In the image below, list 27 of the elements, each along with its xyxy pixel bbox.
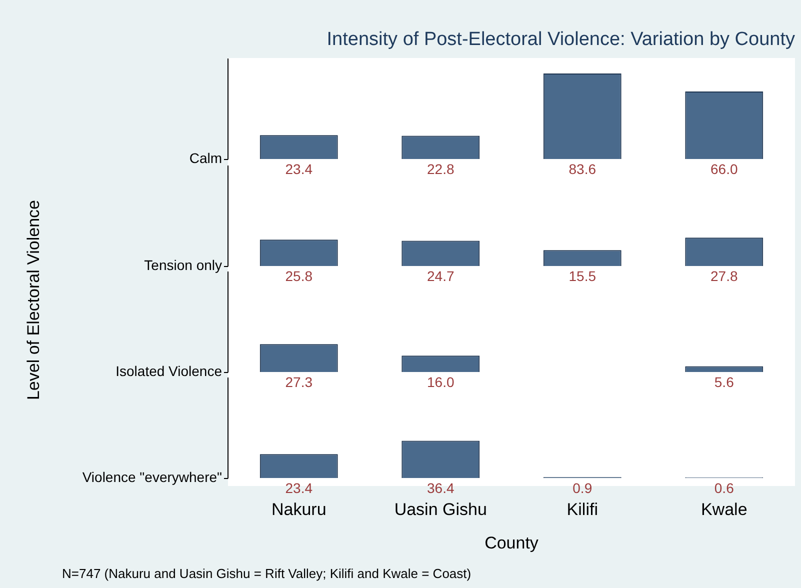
data-label: 83.6 <box>568 160 596 177</box>
x-tick-label: Kwale <box>700 500 748 519</box>
data-label: 5.6 <box>714 374 734 390</box>
y-axis-title: Isolated Violence <box>116 362 222 379</box>
data-label: 15.5 <box>568 268 596 284</box>
y-axis-title: Calm <box>189 150 222 166</box>
data-label: 24.7 <box>427 268 454 284</box>
data-label: 16.0 <box>427 374 454 390</box>
text: N=747 (Nakuru and Uasin Gishu = Rift Valley; Kilifi and Kwale = Coast) <box>62 566 472 581</box>
data-label: 0.6 <box>714 480 734 496</box>
x-axis-title: County <box>484 533 539 552</box>
chart-title: Intensity of Post-Electoral Violence: Variation by County <box>326 29 796 50</box>
data-label: 27.8 <box>710 268 738 284</box>
text: Level of Electoral Violence <box>24 200 44 400</box>
x-tick-label: Kilifi <box>566 500 598 519</box>
data-label: 36.4 <box>427 480 454 496</box>
x-tick-label: Uasin Gishu <box>394 500 487 519</box>
data-label: 66.0 <box>710 160 738 177</box>
data-label: 22.8 <box>427 160 454 177</box>
y-axis-title: Violence "everywhere" <box>82 468 222 485</box>
data-label: 25.8 <box>285 268 313 284</box>
data-label: 23.4 <box>285 480 313 496</box>
data-label: 27.3 <box>285 374 313 390</box>
x-tick-label: Nakuru <box>271 500 326 519</box>
data-label: 23.4 <box>285 160 313 177</box>
data-label: 0.9 <box>572 480 592 496</box>
y-axis-title: Tension only <box>144 256 222 273</box>
